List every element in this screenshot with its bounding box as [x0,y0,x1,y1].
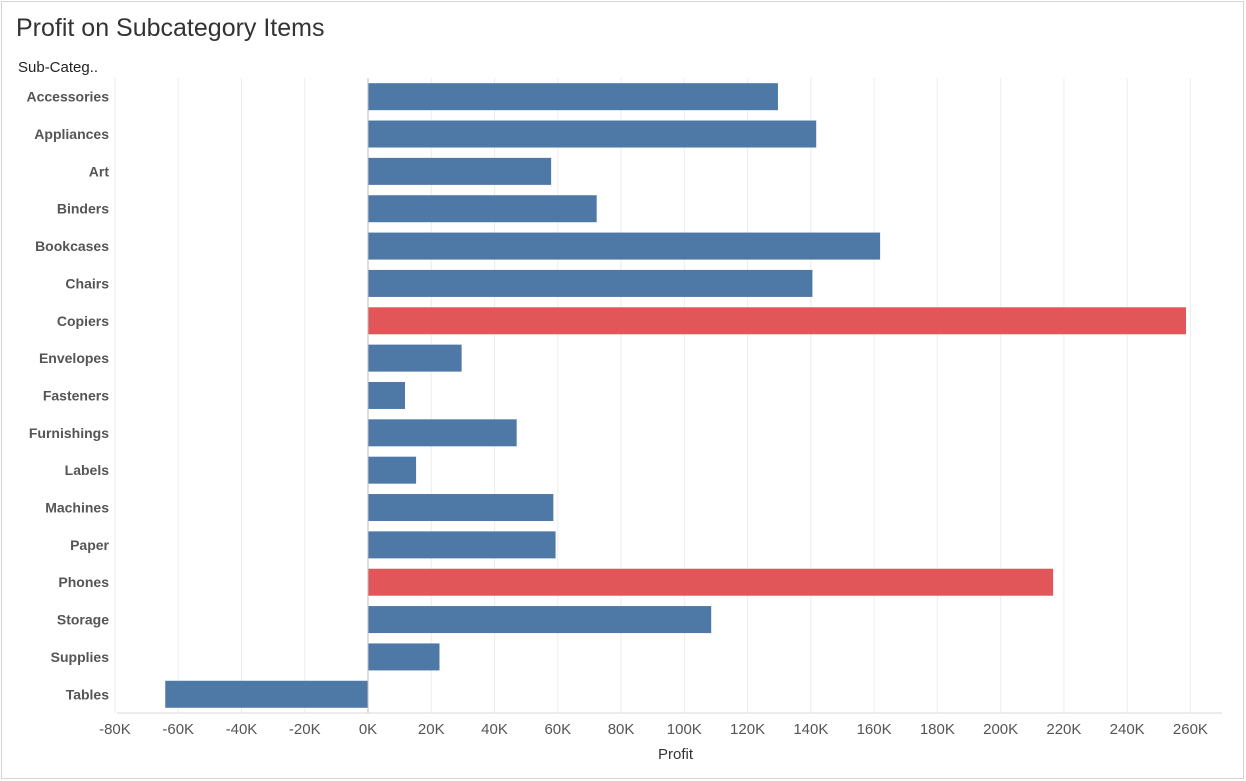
x-tick-label: 140K [793,721,828,738]
bar-fasteners [368,381,406,409]
category-label: Accessories [26,89,109,105]
category-label: Copiers [57,313,109,329]
bar-labels [368,456,417,484]
bar-chairs [368,269,813,297]
row-header: Sub-Categ.. [18,59,99,76]
x-tick-label: 20K [418,721,445,738]
bar-appliances [368,120,817,148]
bar-furnishings [368,419,517,447]
x-tick-label: 180K [920,721,955,738]
x-tick-label: 40K [481,721,508,738]
bar-art [368,157,552,185]
bar-phones [368,568,1054,596]
x-tick-label: 80K [608,721,635,738]
bar-envelopes [368,344,462,372]
category-label: Storage [57,612,109,628]
x-tick-label: 100K [667,721,702,738]
x-tick-label: -20K [289,721,321,738]
x-tick-label: -80K [99,721,131,738]
category-label: Phones [58,574,109,590]
category-label: Art [89,163,110,179]
x-tick-label: -60K [162,721,194,738]
bar-storage [368,606,712,634]
bar-bookcases [368,232,881,260]
category-label: Fasteners [43,387,109,403]
category-label: Binders [57,201,109,217]
category-label: Machines [45,500,109,516]
bar-accessories [368,83,778,111]
category-label: Bookcases [35,238,109,254]
x-tick-label: 60K [544,721,571,738]
category-label: Supplies [51,649,110,665]
category-label: Tables [66,686,110,702]
category-label: Paper [70,537,109,553]
category-label: Appliances [34,126,109,142]
x-tick-label: -40K [226,721,258,738]
x-tick-label: 260K [1173,721,1208,738]
category-label: Envelopes [39,350,109,366]
bar-paper [368,531,556,559]
x-tick-label: 120K [730,721,765,738]
bar-tables [165,680,368,708]
chart-title: Profit on Subcategory Items [16,14,325,42]
bar-machines [368,494,554,522]
category-label: Chairs [65,275,109,291]
category-label: Furnishings [29,425,109,441]
x-tick-label: 160K [857,721,892,738]
x-tick-label: 240K [1110,721,1145,738]
x-tick-label: 200K [983,721,1018,738]
category-label: Labels [65,462,110,478]
bar-copiers [368,307,1186,335]
x-tick-label: 220K [1046,721,1081,738]
x-tick-label: 0K [359,721,377,738]
bar-supplies [368,643,440,671]
x-axis-title: Profit [658,746,694,763]
bar-binders [368,195,597,223]
